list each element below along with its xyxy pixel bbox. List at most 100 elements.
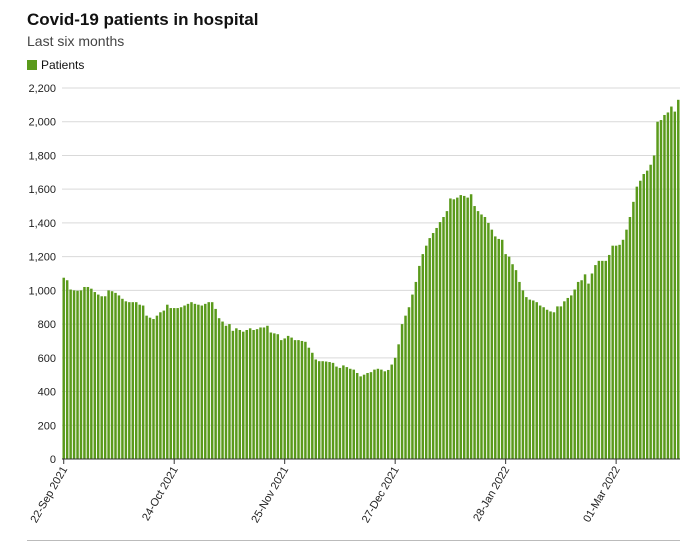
bar bbox=[473, 206, 476, 459]
bar bbox=[442, 217, 445, 459]
bar bbox=[466, 197, 469, 459]
bar bbox=[217, 318, 221, 459]
bar bbox=[601, 260, 604, 459]
bar bbox=[128, 302, 131, 459]
bar bbox=[621, 239, 625, 459]
bar bbox=[435, 227, 438, 459]
bar bbox=[307, 347, 311, 459]
bar bbox=[538, 305, 542, 459]
bar bbox=[297, 340, 300, 459]
bar bbox=[255, 329, 259, 459]
bar bbox=[300, 340, 304, 459]
bar bbox=[452, 199, 456, 460]
y-tick-label: 1,200 bbox=[28, 252, 56, 264]
bar bbox=[397, 344, 400, 459]
bar bbox=[65, 280, 69, 459]
bar bbox=[338, 367, 342, 459]
bar bbox=[549, 311, 552, 459]
bar bbox=[438, 222, 442, 459]
bar bbox=[556, 306, 559, 459]
bar bbox=[266, 325, 269, 459]
bar bbox=[652, 155, 656, 460]
bar bbox=[659, 120, 663, 460]
bar bbox=[507, 256, 511, 459]
bar bbox=[445, 211, 449, 459]
y-tick-label: 1,800 bbox=[28, 150, 56, 162]
bar bbox=[449, 198, 452, 459]
bar bbox=[604, 260, 608, 459]
bar bbox=[504, 254, 507, 459]
bar bbox=[83, 286, 86, 459]
bar bbox=[279, 340, 283, 459]
bar bbox=[380, 369, 383, 459]
bar bbox=[580, 280, 583, 459]
bar bbox=[269, 332, 273, 459]
bar bbox=[552, 312, 556, 459]
bar bbox=[335, 366, 338, 459]
bar bbox=[518, 281, 521, 459]
bar bbox=[117, 295, 121, 459]
bar bbox=[235, 328, 238, 459]
bar bbox=[497, 238, 500, 459]
bar bbox=[107, 290, 110, 459]
bar bbox=[248, 328, 252, 459]
bar bbox=[152, 319, 155, 459]
bar bbox=[404, 315, 407, 459]
bar bbox=[670, 106, 673, 460]
bar bbox=[145, 315, 148, 459]
bar bbox=[224, 325, 228, 459]
bar bbox=[210, 302, 214, 459]
bar bbox=[487, 222, 490, 459]
bar bbox=[197, 304, 200, 459]
bar bbox=[72, 290, 76, 459]
bar bbox=[597, 260, 601, 459]
y-tick-label: 2,200 bbox=[28, 83, 56, 95]
bar bbox=[283, 338, 286, 459]
y-tick-label: 400 bbox=[38, 387, 56, 399]
y-tick-label: 0 bbox=[50, 454, 56, 466]
bar bbox=[545, 309, 549, 459]
bar bbox=[242, 331, 245, 459]
bar bbox=[373, 369, 376, 459]
bar bbox=[131, 302, 135, 459]
bar bbox=[566, 297, 570, 459]
bar bbox=[366, 372, 369, 459]
bar bbox=[204, 303, 207, 459]
bar bbox=[431, 233, 435, 459]
bar bbox=[321, 361, 324, 459]
bar bbox=[587, 283, 590, 459]
bar bbox=[393, 357, 397, 459]
bar bbox=[387, 369, 390, 459]
bar bbox=[228, 324, 231, 459]
bar bbox=[490, 229, 494, 459]
bar bbox=[573, 289, 576, 459]
chart-title: Covid-19 patients in hospital bbox=[27, 10, 259, 29]
bar bbox=[390, 364, 393, 459]
bar bbox=[456, 197, 459, 459]
bar bbox=[525, 297, 528, 459]
bar bbox=[79, 290, 83, 459]
bar bbox=[290, 337, 293, 459]
bar bbox=[317, 361, 321, 459]
bar bbox=[570, 295, 573, 459]
bar bbox=[262, 327, 266, 459]
bar bbox=[324, 361, 328, 459]
bar bbox=[273, 333, 276, 459]
x-tick-label: 24-Oct 2021 bbox=[140, 465, 181, 523]
bar bbox=[462, 195, 466, 459]
legend: Patients bbox=[27, 58, 84, 72]
bar bbox=[583, 274, 587, 459]
legend-swatch bbox=[27, 60, 37, 70]
bar bbox=[311, 352, 314, 459]
x-tick-label: 01-Mar 2022 bbox=[581, 465, 623, 525]
bar bbox=[166, 304, 169, 459]
bar bbox=[231, 330, 235, 459]
x-tick-label: 27-Dec 2021 bbox=[360, 465, 402, 526]
bar bbox=[162, 310, 166, 459]
bar bbox=[532, 300, 535, 459]
legend-label: Patients bbox=[41, 58, 85, 72]
bar bbox=[62, 277, 65, 459]
bar bbox=[186, 303, 190, 459]
x-tick-label: 22-Sep 2021 bbox=[28, 465, 70, 526]
